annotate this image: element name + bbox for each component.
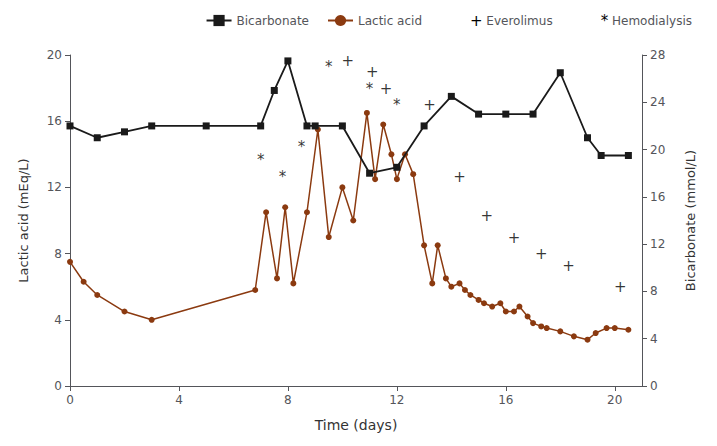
svg-text:*: *: [393, 96, 401, 114]
svg-text:+: +: [366, 63, 379, 81]
svg-text:Time (days): Time (days): [314, 417, 398, 433]
svg-text:Everolimus: Everolimus: [483, 14, 553, 28]
svg-text:*: *: [366, 80, 374, 98]
svg-text:8: 8: [54, 247, 62, 261]
svg-text:20: 20: [607, 393, 622, 407]
svg-text:+: +: [342, 52, 355, 70]
svg-text:*: *: [325, 58, 333, 76]
svg-text:+: +: [535, 245, 548, 263]
svg-text:+: +: [508, 229, 521, 247]
svg-text:16: 16: [650, 190, 665, 204]
svg-text:24: 24: [650, 95, 665, 109]
svg-text:Lactic acid: Lactic acid: [358, 14, 422, 28]
svg-text:+: +: [480, 207, 493, 225]
svg-text:0: 0: [650, 379, 658, 393]
svg-text:Hemodialysis: Hemodialysis: [608, 14, 692, 28]
svg-text:+: +: [614, 278, 627, 296]
svg-text:16: 16: [498, 393, 513, 407]
svg-text:+: +: [562, 257, 575, 275]
svg-text:*: *: [257, 151, 265, 169]
svg-text:4: 4: [175, 393, 183, 407]
svg-text:8: 8: [650, 284, 658, 298]
svg-text:Bicarbonate: Bicarbonate: [237, 14, 309, 28]
svg-text:*: *: [298, 138, 306, 156]
svg-text:12: 12: [47, 180, 62, 194]
svg-text:4: 4: [54, 313, 62, 327]
svg-text:Lactic acid (mEq/L): Lactic acid (mEq/L): [16, 158, 31, 282]
svg-text:Bicarbonate (mmol/L): Bicarbonate (mmol/L): [683, 150, 698, 291]
svg-text:+: +: [380, 80, 393, 98]
svg-text:8: 8: [284, 393, 292, 407]
svg-text:*: *: [279, 168, 287, 186]
svg-text:4: 4: [650, 332, 658, 346]
svg-text:20: 20: [650, 143, 665, 157]
svg-text:16: 16: [47, 114, 62, 128]
svg-text:28: 28: [650, 48, 665, 62]
svg-text:+: +: [453, 168, 466, 186]
svg-text:+: +: [470, 12, 483, 30]
svg-text:12: 12: [650, 237, 665, 251]
svg-text:0: 0: [54, 379, 62, 393]
svg-text:12: 12: [389, 393, 404, 407]
svg-text:0: 0: [66, 393, 74, 407]
svg-text:20: 20: [47, 48, 62, 62]
svg-text:+: +: [423, 96, 436, 114]
